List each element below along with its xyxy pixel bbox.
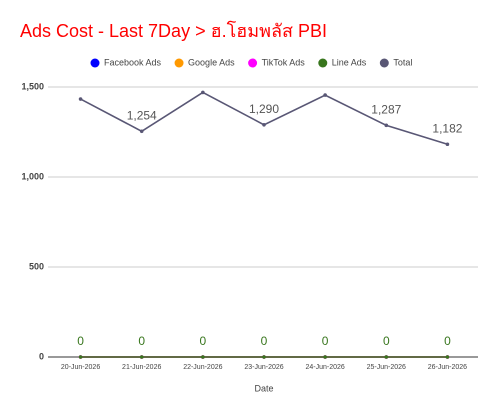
legend-marker — [90, 58, 100, 68]
legend-marker — [318, 58, 328, 68]
x-tick-label: 24-Jun-2026 — [305, 364, 344, 371]
data-label: 1,182 — [432, 121, 462, 135]
point — [139, 355, 144, 359]
point — [445, 142, 450, 147]
data-label: 1,290 — [249, 102, 279, 116]
point — [323, 93, 327, 97]
data-label: 0 — [383, 334, 390, 348]
y-tick-label: 500 — [29, 261, 44, 271]
point — [78, 355, 83, 359]
point — [262, 355, 266, 359]
legend-marker — [248, 58, 258, 68]
data-label: 0 — [77, 334, 84, 348]
point — [201, 355, 205, 359]
point — [201, 90, 205, 95]
x-axis-label: Date — [254, 383, 273, 393]
data-label: 0 — [261, 334, 268, 348]
data-label: 0 — [200, 334, 207, 348]
point — [384, 123, 389, 128]
data-label: 0 — [444, 334, 451, 348]
data-label: 0 — [138, 334, 145, 348]
legend-label: Total — [393, 57, 412, 67]
point — [323, 355, 327, 359]
data-label: 1,254 — [127, 108, 157, 122]
legend-label: Facebook Ads — [104, 57, 162, 67]
chart-title: Ads Cost - Last 7Day > ฮ.โฮมพลัส PBI — [20, 20, 327, 41]
legend-marker — [174, 58, 184, 68]
point — [445, 355, 450, 359]
legend-marker — [379, 58, 389, 68]
y-tick-label: 1,500 — [21, 81, 44, 91]
legend-label: Google Ads — [188, 57, 235, 67]
point — [262, 123, 266, 127]
x-tick-label: 23-Jun-2026 — [244, 364, 283, 371]
point — [384, 355, 389, 359]
point — [139, 129, 144, 134]
data-label: 1,287 — [371, 103, 401, 117]
x-tick-label: 25-Jun-2026 — [367, 364, 406, 371]
y-tick-label: 1,000 — [21, 171, 44, 181]
x-tick-label: 26-Jun-2026 — [428, 364, 467, 371]
legend-label: Line Ads — [332, 57, 367, 67]
x-tick-label: 22-Jun-2026 — [183, 364, 222, 371]
y-tick-label: 0 — [39, 351, 44, 361]
x-tick-label: 20-Jun-2026 — [61, 364, 100, 371]
x-tick-label: 21-Jun-2026 — [122, 364, 161, 371]
point — [78, 97, 83, 101]
data-label: 0 — [322, 334, 329, 348]
legend-label: TikTok Ads — [262, 57, 306, 67]
